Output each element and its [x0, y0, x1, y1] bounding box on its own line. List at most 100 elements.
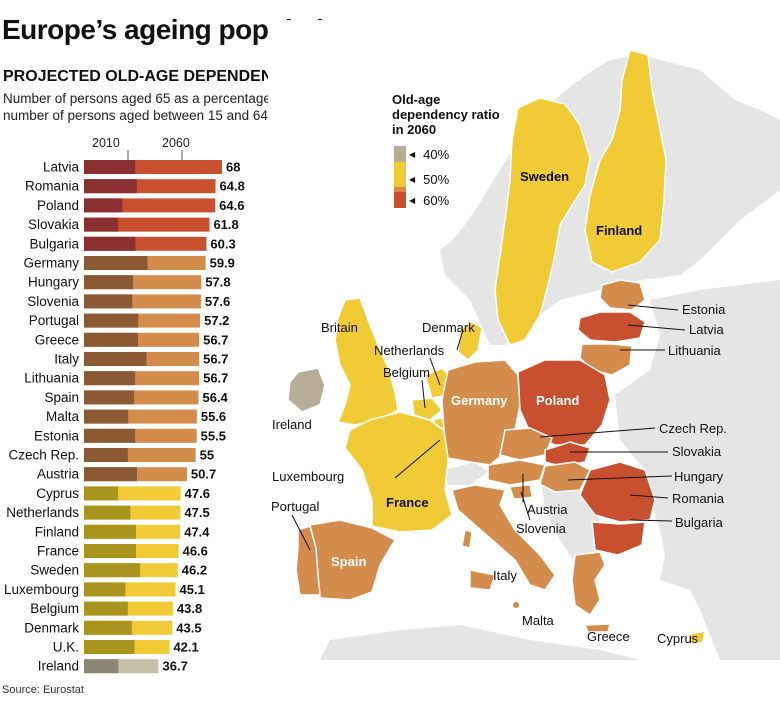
- map-label-portugal: Portugal: [271, 499, 320, 514]
- bar-2010: [84, 294, 133, 309]
- bar-2010: [84, 217, 119, 232]
- map-label-germany: Germany: [451, 393, 508, 408]
- value-label: 47.4: [184, 524, 210, 539]
- map-label-bulgaria: Bulgaria: [675, 515, 723, 530]
- year-tick-marks: [127, 150, 183, 160]
- map-label-greece: Greece: [587, 629, 630, 644]
- legend-item-50: ◀ 50%: [394, 171, 449, 187]
- map-label-austria: Austria: [527, 502, 568, 517]
- map-label-malta: Malta: [522, 613, 555, 628]
- map-finland: [584, 49, 667, 273]
- bar-2010: [84, 563, 141, 578]
- map-italy: [451, 484, 556, 591]
- map-malta: [513, 602, 519, 608]
- category-label: Latvia: [43, 160, 80, 175]
- map-label-slovenia: Slovenia: [516, 521, 567, 536]
- map-land-east: [615, 280, 780, 660]
- legend-item-60: ◀ 60%: [394, 192, 449, 208]
- category-label: Estonia: [34, 428, 80, 443]
- category-label: Poland: [37, 198, 79, 213]
- legend-swatch-50: [394, 171, 406, 187]
- category-label: Czech Rep.: [8, 448, 79, 463]
- bar-2010: [84, 524, 136, 539]
- map-label-poland: Poland: [536, 393, 579, 408]
- map-label-britain: Britain: [321, 320, 358, 335]
- value-label: 42.1: [173, 640, 198, 655]
- map-latvia: [577, 311, 646, 343]
- legend-label-40: 40%: [423, 146, 450, 162]
- bar-2010: [84, 544, 136, 558]
- category-label: Sweden: [30, 563, 79, 578]
- map-label-lithuania: Lithuania: [668, 343, 722, 358]
- map-label-belgium: Belgium: [383, 365, 430, 380]
- legend-year-2010: 2010: [92, 136, 120, 150]
- legend-item-40: ◀ 40%: [394, 146, 449, 162]
- bar-2010: [84, 179, 137, 194]
- value-label: 56.7: [203, 352, 228, 367]
- value-label: 61.8: [213, 217, 238, 232]
- map-label-finland: Finland: [596, 223, 642, 238]
- map-poland: [517, 359, 611, 446]
- value-label: 57.2: [204, 313, 229, 328]
- map-label-denmark: Denmark: [422, 320, 475, 335]
- value-label: 64.8: [220, 179, 245, 194]
- value-label: 45.1: [180, 582, 205, 597]
- legend-swatch-60: [394, 192, 406, 208]
- value-label: 47.6: [185, 486, 210, 501]
- bar-2010: [84, 505, 131, 520]
- map-label-estonia: Estonia: [682, 302, 726, 317]
- map-estonia: [599, 279, 646, 311]
- bar-2010: [84, 640, 135, 654]
- category-label: Spain: [44, 390, 79, 405]
- bar-2010: [84, 620, 132, 635]
- map-label-sweden: Sweden: [520, 169, 569, 184]
- legend-pointer-icon: ◀: [409, 149, 416, 159]
- bar-2010: [84, 448, 128, 462]
- bar-2010: [84, 160, 136, 174]
- category-label: Ireland: [38, 659, 79, 674]
- value-label: 55: [200, 448, 214, 463]
- map-label-hungary: Hungary: [674, 469, 724, 484]
- value-label: 59.9: [210, 256, 235, 271]
- map-greece: [571, 551, 611, 633]
- legend-pointer-icon: ◀: [409, 174, 416, 184]
- category-label: Finland: [35, 524, 79, 539]
- bar-2010: [84, 601, 128, 616]
- legend-label-50: 50%: [423, 171, 450, 187]
- map-sweden: [494, 97, 591, 346]
- chart-subtitle: PROJECTED OLD-AGE DEPENDENCY RATIO: [3, 68, 348, 85]
- bar-2010: [84, 582, 126, 597]
- legend-title: Old-age dependency ratio in 2060: [392, 92, 500, 137]
- map-land-africa: [320, 625, 640, 660]
- map-label-czech-rep: Czech Rep.: [659, 421, 727, 436]
- bar-2010: [84, 275, 134, 290]
- value-label: 55.5: [201, 428, 226, 443]
- bar-2010: [84, 236, 136, 251]
- value-label: 50.7: [191, 467, 216, 482]
- map-austria: [487, 459, 546, 486]
- category-label: Italy: [54, 352, 79, 367]
- category-label: Denmark: [24, 620, 79, 635]
- category-label: Netherlands: [6, 505, 79, 520]
- value-label: 43.5: [176, 620, 201, 635]
- map-france: [344, 411, 453, 533]
- map-label-ireland: Ireland: [272, 417, 312, 432]
- map-label-netherlands: Netherlands: [374, 343, 445, 358]
- map-label-romania: Romania: [672, 491, 725, 506]
- map-label-france: France: [386, 495, 429, 510]
- map-label-spain: Spain: [331, 554, 366, 569]
- map-label-cyprus: Cyprus: [657, 631, 699, 646]
- category-label: U.K.: [53, 640, 79, 655]
- bar-2010: [84, 409, 129, 424]
- bar-2010: [84, 332, 138, 347]
- category-label: Malta: [46, 409, 80, 424]
- category-label: Belgium: [30, 601, 79, 616]
- value-label: 46.2: [182, 563, 207, 578]
- bar-chart: Latvia 68 Romania 64.8 Poland 64.6 Slovakia 61.…: [4, 160, 245, 674]
- category-label: Romania: [25, 179, 80, 194]
- bar-2010: [84, 659, 119, 674]
- bar-2010: [84, 428, 136, 443]
- category-label: Slovakia: [28, 217, 80, 232]
- map-land-switzerland: [445, 462, 488, 485]
- value-label: 57.8: [205, 275, 230, 290]
